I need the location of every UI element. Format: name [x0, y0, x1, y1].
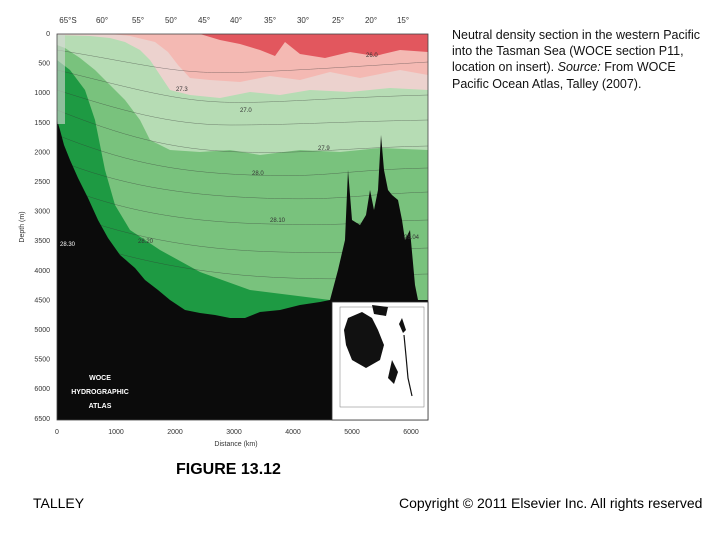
- latitude-label: 40°: [230, 16, 242, 25]
- location-inset-map: [331, 301, 429, 421]
- depth-tick-label: 6000: [34, 386, 50, 393]
- x-axis-label: Distance (km): [214, 441, 257, 448]
- distance-tick-label: 4000: [285, 429, 301, 436]
- distance-tick-label: 3000: [226, 429, 242, 436]
- depth-tick-label: 6500: [34, 416, 50, 423]
- contour-label: 27.9: [318, 146, 330, 152]
- depth-tick-label: 2500: [34, 179, 50, 186]
- latitude-label: 30°: [297, 16, 309, 25]
- layer-red-dark: [200, 34, 428, 58]
- contour-label: 26.0: [366, 53, 378, 59]
- distance-tick-label: 2000: [167, 429, 183, 436]
- distance-tick-labels: 0 1000 2000 3000 4000 5000 6000: [55, 429, 419, 436]
- contour-value-labels: 26.0 27.3 27.0 27.9 28.0 28.10 28.20 28.…: [60, 53, 420, 248]
- latitude-label: 50°: [165, 16, 177, 25]
- depth-tick-labels: 0 500 1000 1500 2000 2500 3000 3500 4000 4500 5000…: [34, 31, 50, 423]
- latitude-label: 20°: [365, 16, 377, 25]
- figure-number-label: FIGURE 13.12: [176, 461, 281, 478]
- depth-tick-label: 4500: [34, 297, 50, 304]
- depth-tick-label: 4000: [34, 268, 50, 275]
- watermark-line-1: WOCE: [89, 375, 111, 382]
- caption-source-label: Source:: [557, 60, 601, 75]
- section-plot: WOCE HYDROGRAPHIC ATLAS 26.0 27.3 27.0 2…: [19, 16, 429, 448]
- distance-tick-label: 6000: [403, 429, 419, 436]
- depth-tick-label: 500: [38, 61, 50, 68]
- latitude-label: 65°S: [59, 16, 76, 25]
- latitude-label: 60°: [96, 16, 108, 25]
- depth-tick-label: 3000: [34, 209, 50, 216]
- latitude-label: 35°: [264, 16, 276, 25]
- atlas-watermark: WOCE HYDROGRAPHIC ATLAS: [71, 375, 129, 410]
- copyright-notice: Copyright © 2011 Elsevier Inc. All right…: [399, 495, 703, 511]
- figure-caption: Neutral density section in the western P…: [452, 27, 714, 92]
- contour-label: 28.30: [60, 242, 76, 248]
- plot-frame: [56, 33, 429, 421]
- distance-tick-label: 5000: [344, 429, 360, 436]
- depth-tick-label: 1000: [34, 90, 50, 97]
- latitude-label: 45°: [198, 16, 210, 25]
- contour-label: 28.04: [404, 235, 420, 241]
- neutral-density-section-figure: WOCE HYDROGRAPHIC ATLAS 26.0 27.3 27.0 2…: [19, 16, 429, 448]
- depth-tick-label: 5000: [34, 327, 50, 334]
- contour-label: 27.0: [240, 108, 252, 114]
- contour-label: 28.20: [138, 239, 154, 245]
- depth-tick-label: 0: [46, 31, 50, 38]
- distance-tick-label: 0: [55, 429, 59, 436]
- caption-text: Neutral density section in the western P…: [452, 28, 701, 75]
- depth-tick-label: 5500: [34, 357, 50, 364]
- caption-source-text: From WOCE Pacific Ocean Atlas, Talley (2…: [452, 60, 676, 91]
- latitude-label: 15°: [397, 16, 409, 25]
- distance-tick-label: 1000: [108, 429, 124, 436]
- contour-label: 28.0: [252, 171, 264, 177]
- watermark-line-3: ATLAS: [89, 403, 112, 410]
- y-axis-label: Depth (m): [19, 211, 26, 242]
- latitude-labels: 65°S 60° 55° 50° 45° 40° 35° 30° 25° 20° 15°: [59, 16, 409, 25]
- depth-tick-label: 3500: [34, 238, 50, 245]
- latitude-label: 25°: [332, 16, 344, 25]
- watermark-line-2: HYDROGRAPHIC: [71, 389, 129, 396]
- latitude-label: 55°: [132, 16, 144, 25]
- depth-tick-label: 1500: [34, 120, 50, 127]
- contour-label: 28.10: [270, 218, 286, 224]
- no-data-strip: [57, 34, 65, 124]
- contour-label: 27.3: [176, 87, 188, 93]
- author-label: TALLEY: [33, 495, 85, 511]
- depth-tick-label: 2000: [34, 149, 50, 156]
